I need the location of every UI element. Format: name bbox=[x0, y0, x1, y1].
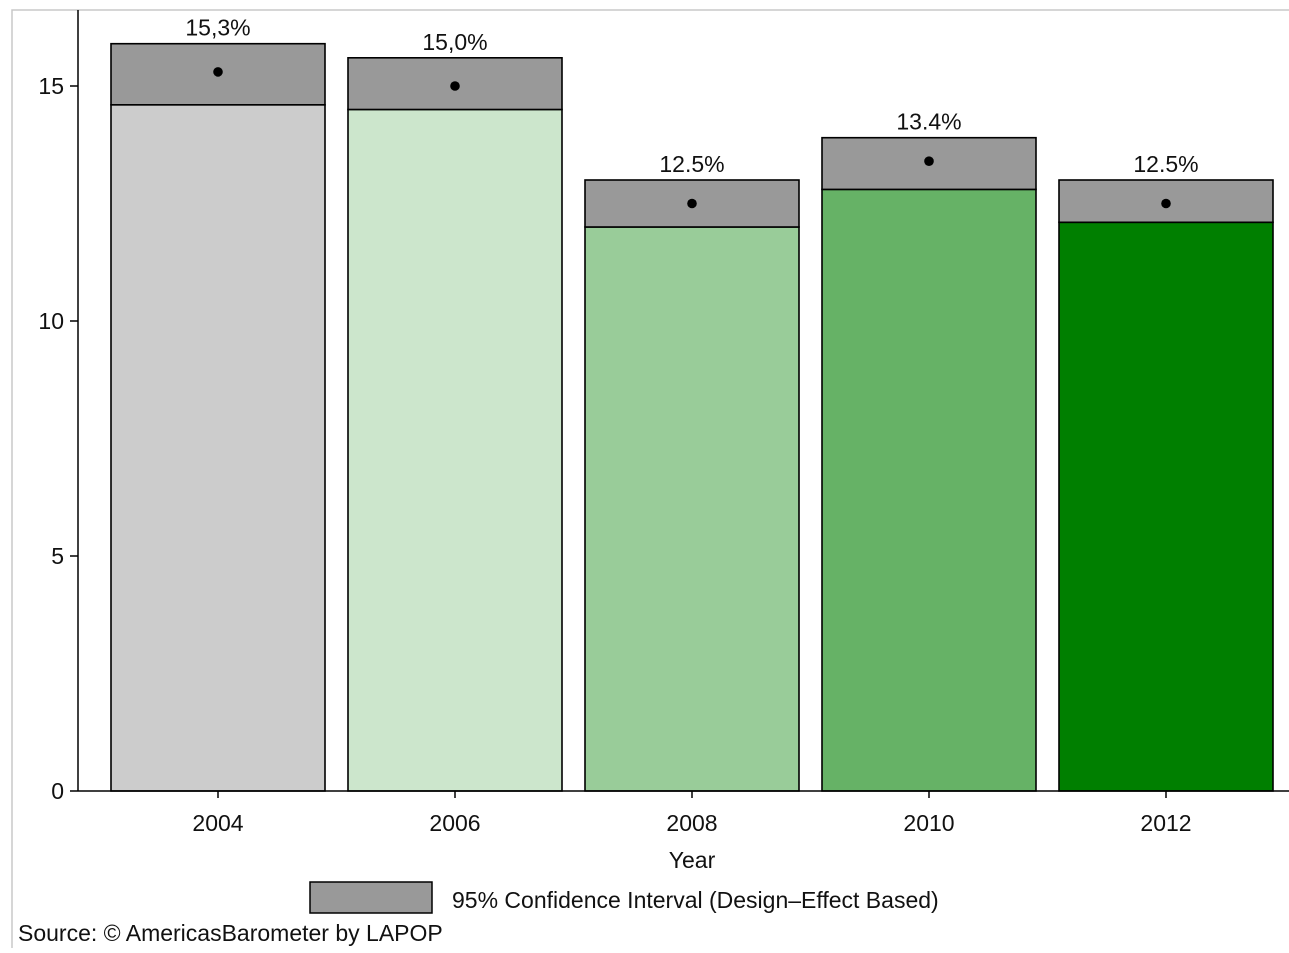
bar-2006 bbox=[347, 108, 563, 792]
data-label-2010: 13.4% bbox=[896, 109, 961, 135]
bar-2010 bbox=[821, 188, 1037, 792]
y-tick-label-0: 0 bbox=[51, 778, 64, 804]
y-tick-label-15: 15 bbox=[38, 73, 64, 99]
source-note: Source: © AmericasBarometer by LAPOP bbox=[18, 920, 443, 946]
plot-frame bbox=[11, 9, 1289, 953]
point-estimate-2012 bbox=[1161, 198, 1171, 209]
x-tick-label-2004: 2004 bbox=[192, 810, 243, 836]
bar-2008 bbox=[584, 226, 800, 792]
bar-2004 bbox=[110, 104, 326, 792]
data-label-2004: 15,3% bbox=[185, 15, 250, 41]
bar-2012 bbox=[1058, 221, 1274, 792]
point-estimate-2008 bbox=[687, 198, 697, 209]
data-label-2012: 12.5% bbox=[1133, 151, 1198, 177]
point-estimate-2004 bbox=[213, 67, 223, 77]
data-label-2006: 15,0% bbox=[422, 29, 487, 55]
x-axis-title: Year bbox=[669, 847, 716, 873]
y-tick-label-5: 5 bbox=[51, 543, 64, 569]
point-estimate-2006 bbox=[450, 81, 460, 91]
data-label-2008: 12.5% bbox=[659, 151, 724, 177]
legend-label-ci: 95% Confidence Interval (Design–Effect B… bbox=[452, 887, 939, 913]
point-estimate-2010 bbox=[924, 156, 934, 166]
x-tick-label-2012: 2012 bbox=[1140, 810, 1191, 836]
legend-swatch-ci bbox=[309, 881, 433, 914]
x-tick-label-2006: 2006 bbox=[429, 810, 480, 836]
y-tick-label-10: 10 bbox=[38, 308, 64, 334]
x-tick-label-2008: 2008 bbox=[666, 810, 717, 836]
legend: 95% Confidence Interval (Design–Effect B… bbox=[309, 881, 939, 914]
x-tick-label-2010: 2010 bbox=[903, 810, 954, 836]
